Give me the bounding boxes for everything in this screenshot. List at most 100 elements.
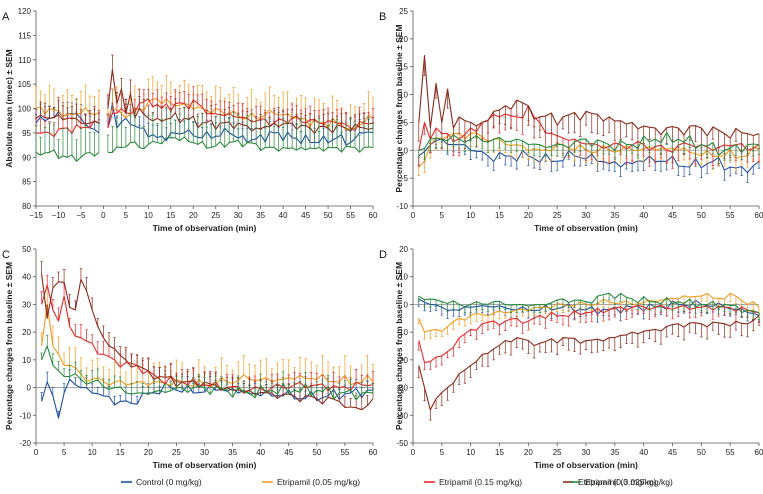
series-line: [418, 292, 760, 314]
x-tick-label: 35: [610, 448, 619, 457]
series-line: [418, 315, 760, 411]
legend-label: Etripamil (0.05 mg/kg): [277, 477, 360, 487]
series-3: [40, 261, 375, 411]
series-line: [418, 138, 760, 174]
panel-b: B -10 -5 0 5 10 15 20 25 0 5 10 15 20 25 30 35 40 45 50 55 60…: [379, 7, 763, 233]
x-tick-label: 60: [369, 211, 378, 220]
y-tick-label: 5: [404, 118, 409, 127]
legend-item: Etripamil (0.025 mg/kg): [570, 477, 673, 487]
legend-item: Etripamil (0.05 mg/kg): [262, 477, 360, 487]
panel-c: C -20 -10 0 10 20 30 40 50 0 5 10 15 20 25 30 35 40 45 50 55…: [2, 245, 378, 470]
y-tick-label: -10: [19, 411, 31, 420]
y-tick-label: -30: [396, 384, 408, 393]
y-tick-label: 50: [22, 245, 31, 254]
x-tick-label: 55: [726, 211, 735, 220]
y-tick-label: 30: [22, 300, 31, 309]
y-tick-label: 10: [399, 91, 408, 100]
y-tick-label: 10: [22, 356, 31, 365]
y-tick-label: 10: [399, 273, 408, 282]
x-tick-label: 25: [172, 448, 181, 457]
series-4: [40, 335, 375, 401]
y-tick-label: 90: [22, 153, 31, 162]
series-line: [418, 304, 760, 364]
panel-label: B: [379, 11, 386, 23]
panel-label: D: [379, 249, 387, 261]
y-axis-label: Absolute mean (msec) ± SEM: [4, 49, 14, 168]
series-2: [417, 105, 761, 169]
y-tick-label: 100: [18, 105, 32, 114]
legend: Control (0 mg/kg) Etripamil (0.05 mg/kg) E…: [121, 477, 673, 487]
x-tick-label: 25: [553, 211, 562, 220]
x-axis-label: Time of observation (min): [153, 223, 257, 233]
panel-a: A 80 85 90 95 100 105 110 115 120 −15 −10 −5 0 5 10 15 20…: [2, 7, 378, 233]
x-tick-label: 50: [312, 448, 321, 457]
y-tick-label: 40: [22, 273, 31, 282]
y-tick-label: 95: [22, 129, 31, 138]
series-line: [35, 136, 374, 162]
x-tick-label: 10: [466, 448, 475, 457]
x-tick-label: 45: [668, 211, 677, 220]
x-tick-label: 15: [495, 448, 504, 457]
y-tick-label: 115: [18, 31, 31, 40]
series-line: [418, 292, 760, 333]
x-tick-label: 40: [279, 211, 288, 220]
y-tick-label: 120: [18, 7, 32, 16]
x-tick-label: 15: [166, 211, 175, 220]
y-tick-label: 20: [22, 328, 31, 337]
series-3: [417, 55, 761, 156]
y-tick-label: 105: [18, 80, 32, 89]
series-line: [35, 68, 374, 134]
series-3: [417, 315, 761, 421]
x-tick-label: 20: [189, 211, 198, 220]
x-tick-label: 40: [639, 211, 648, 220]
x-tick-label: 45: [284, 448, 293, 457]
legend-label: Etripamil (0.15 mg/kg): [439, 477, 522, 487]
y-tick-label: -10: [396, 202, 408, 211]
x-axis-label: Time of observation (min): [153, 460, 257, 470]
series-2: [417, 304, 761, 371]
series-line: [418, 55, 760, 139]
series-line: [41, 273, 374, 411]
x-tick-label: 40: [639, 448, 648, 457]
y-tick-label: -40: [396, 411, 408, 420]
y-tick-label: 80: [22, 202, 31, 211]
x-tick-label: 15: [116, 448, 125, 457]
x-tick-label: 50: [697, 448, 706, 457]
x-tick-label: 55: [346, 211, 355, 220]
x-tick-label: −15: [29, 211, 43, 220]
series-4: [34, 107, 375, 162]
x-tick-label: 0: [411, 211, 416, 220]
panel-label: A: [2, 11, 10, 23]
series-4: [417, 131, 761, 164]
x-tick-label: 40: [256, 448, 265, 457]
x-tick-label: 15: [495, 211, 504, 220]
x-tick-label: 55: [726, 448, 735, 457]
x-tick-label: 5: [440, 448, 445, 457]
y-tick-label: -20: [396, 356, 408, 365]
x-tick-label: −10: [52, 211, 66, 220]
x-tick-label: 10: [88, 448, 97, 457]
x-tick-label: 45: [301, 211, 310, 220]
x-tick-label: 25: [553, 448, 562, 457]
x-tick-label: 30: [582, 448, 591, 457]
x-tick-label: 50: [697, 211, 706, 220]
y-tick-label: 15: [399, 63, 408, 72]
y-tick-label: 0: [27, 384, 32, 393]
x-tick-label: 0: [101, 211, 106, 220]
y-tick-label: 0: [404, 300, 409, 309]
y-tick-label: 20: [399, 245, 408, 254]
series-line: [41, 284, 374, 394]
x-tick-label: 30: [582, 211, 591, 220]
y-tick-label: 20: [399, 35, 408, 44]
x-tick-label: 5: [62, 448, 67, 457]
x-tick-label: 60: [755, 211, 763, 220]
x-tick-label: −5: [76, 211, 86, 220]
x-tick-label: 45: [668, 448, 677, 457]
series-line: [41, 303, 374, 388]
series-line: [418, 132, 760, 168]
x-tick-label: 0: [411, 448, 416, 457]
y-tick-label: -50: [396, 439, 408, 448]
series-1: [417, 132, 761, 177]
y-tick-label: -10: [396, 328, 408, 337]
